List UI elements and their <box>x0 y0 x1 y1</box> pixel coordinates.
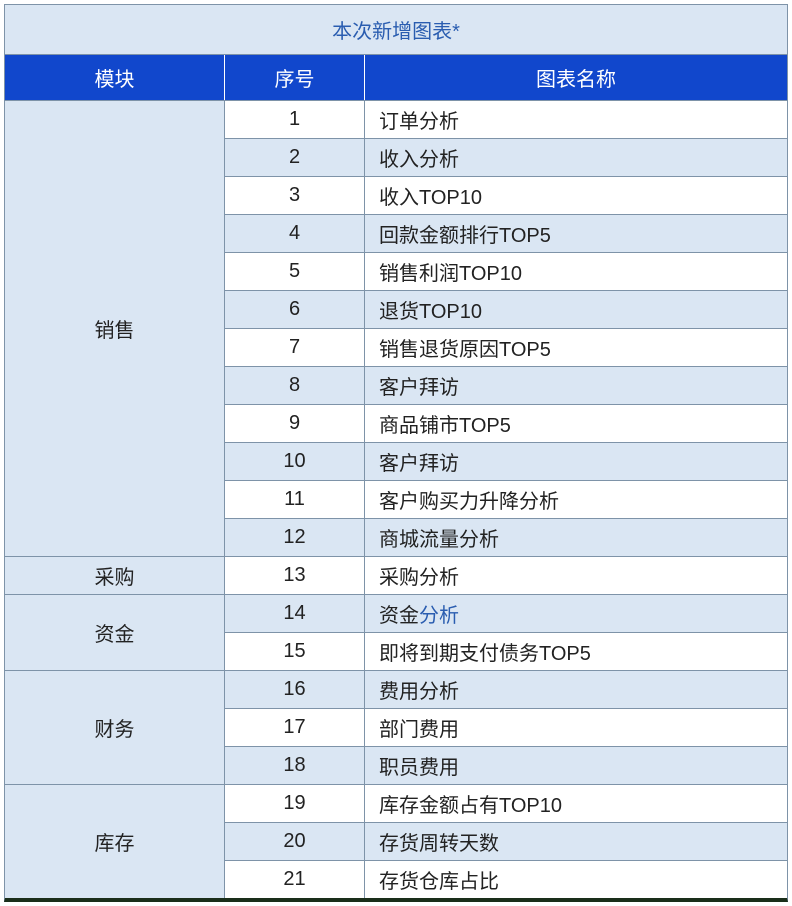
table-header-row: 模块 序号 图表名称 <box>5 55 787 100</box>
table-title: 本次新增图表* <box>5 5 787 55</box>
seq-cell: 6 <box>225 291 365 328</box>
name-cell: 费用分析 <box>365 671 787 708</box>
seq-cell: 4 <box>225 215 365 252</box>
seq-cell: 16 <box>225 671 365 708</box>
name-cell: 收入分析 <box>365 139 787 176</box>
rows-column: 13采购分析 <box>225 556 787 594</box>
table-row: 8客户拜访 <box>225 366 787 404</box>
seq-cell: 15 <box>225 633 365 670</box>
seq-cell: 11 <box>225 481 365 518</box>
rows-column: 1订单分析2收入分析3收入TOP104回款金额排行TOP55销售利润TOP106… <box>225 100 787 556</box>
table-row: 5销售利润TOP10 <box>225 252 787 290</box>
module-cell: 采购 <box>5 556 225 594</box>
module-group: 采购13采购分析 <box>5 556 787 594</box>
seq-cell: 2 <box>225 139 365 176</box>
seq-cell: 17 <box>225 709 365 746</box>
rows-column: 16费用分析17部门费用18职员费用 <box>225 670 787 784</box>
name-cell: 资金分析 <box>365 595 787 632</box>
table-row: 11客户购买力升降分析 <box>225 480 787 518</box>
name-cell: 采购分析 <box>365 557 787 594</box>
table-body: 销售1订单分析2收入分析3收入TOP104回款金额排行TOP55销售利润TOP1… <box>5 100 787 898</box>
seq-cell: 1 <box>225 101 365 138</box>
seq-cell: 19 <box>225 785 365 822</box>
table-row: 10客户拜访 <box>225 442 787 480</box>
seq-cell: 18 <box>225 747 365 784</box>
table-row: 21存货仓库占比 <box>225 860 787 898</box>
seq-cell: 14 <box>225 595 365 632</box>
name-cell: 收入TOP10 <box>365 177 787 214</box>
seq-cell: 5 <box>225 253 365 290</box>
table-row: 1订单分析 <box>225 100 787 138</box>
table-row: 17部门费用 <box>225 708 787 746</box>
seq-cell: 10 <box>225 443 365 480</box>
module-cell: 资金 <box>5 594 225 670</box>
module-cell: 销售 <box>5 100 225 556</box>
table-row: 12商城流量分析 <box>225 518 787 556</box>
name-cell: 销售利润TOP10 <box>365 253 787 290</box>
module-group: 销售1订单分析2收入分析3收入TOP104回款金额排行TOP55销售利润TOP1… <box>5 100 787 556</box>
name-cell: 存货仓库占比 <box>365 861 787 898</box>
header-seq: 序号 <box>225 55 365 100</box>
name-text: 资金 <box>379 599 419 628</box>
table-row: 16费用分析 <box>225 670 787 708</box>
name-cell: 商城流量分析 <box>365 519 787 556</box>
rows-column: 14资金分析15即将到期支付债务TOP5 <box>225 594 787 670</box>
name-cell: 客户拜访 <box>365 367 787 404</box>
table-row: 9商品铺市TOP5 <box>225 404 787 442</box>
table-row: 15即将到期支付债务TOP5 <box>225 632 787 670</box>
name-cell: 部门费用 <box>365 709 787 746</box>
table-row: 3收入TOP10 <box>225 176 787 214</box>
table-row: 18职员费用 <box>225 746 787 784</box>
charts-table: 本次新增图表* 模块 序号 图表名称 销售1订单分析2收入分析3收入TOP104… <box>4 4 788 902</box>
seq-cell: 12 <box>225 519 365 556</box>
module-cell: 库存 <box>5 784 225 898</box>
name-cell: 商品铺市TOP5 <box>365 405 787 442</box>
name-cell: 回款金额排行TOP5 <box>365 215 787 252</box>
name-cell: 库存金额占有TOP10 <box>365 785 787 822</box>
name-cell: 职员费用 <box>365 747 787 784</box>
table-row: 2收入分析 <box>225 138 787 176</box>
name-link[interactable]: 分析 <box>419 599 459 628</box>
name-cell: 客户购买力升降分析 <box>365 481 787 518</box>
name-cell: 退货TOP10 <box>365 291 787 328</box>
table-row: 6退货TOP10 <box>225 290 787 328</box>
module-group: 库存19库存金额占有TOP1020存货周转天数21存货仓库占比 <box>5 784 787 898</box>
seq-cell: 13 <box>225 557 365 594</box>
table-row: 20存货周转天数 <box>225 822 787 860</box>
seq-cell: 8 <box>225 367 365 404</box>
module-group: 财务16费用分析17部门费用18职员费用 <box>5 670 787 784</box>
seq-cell: 7 <box>225 329 365 366</box>
seq-cell: 9 <box>225 405 365 442</box>
table-row: 7销售退货原因TOP5 <box>225 328 787 366</box>
header-name: 图表名称 <box>365 55 787 100</box>
table-row: 4回款金额排行TOP5 <box>225 214 787 252</box>
name-cell: 存货周转天数 <box>365 823 787 860</box>
module-cell: 财务 <box>5 670 225 784</box>
seq-cell: 3 <box>225 177 365 214</box>
rows-column: 19库存金额占有TOP1020存货周转天数21存货仓库占比 <box>225 784 787 898</box>
table-row: 13采购分析 <box>225 556 787 594</box>
header-module: 模块 <box>5 55 225 100</box>
name-cell: 订单分析 <box>365 101 787 138</box>
table-row: 14资金分析 <box>225 594 787 632</box>
seq-cell: 20 <box>225 823 365 860</box>
table-row: 19库存金额占有TOP10 <box>225 784 787 822</box>
name-cell: 即将到期支付债务TOP5 <box>365 633 787 670</box>
name-cell: 客户拜访 <box>365 443 787 480</box>
module-group: 资金14资金分析15即将到期支付债务TOP5 <box>5 594 787 670</box>
name-cell: 销售退货原因TOP5 <box>365 329 787 366</box>
seq-cell: 21 <box>225 861 365 898</box>
